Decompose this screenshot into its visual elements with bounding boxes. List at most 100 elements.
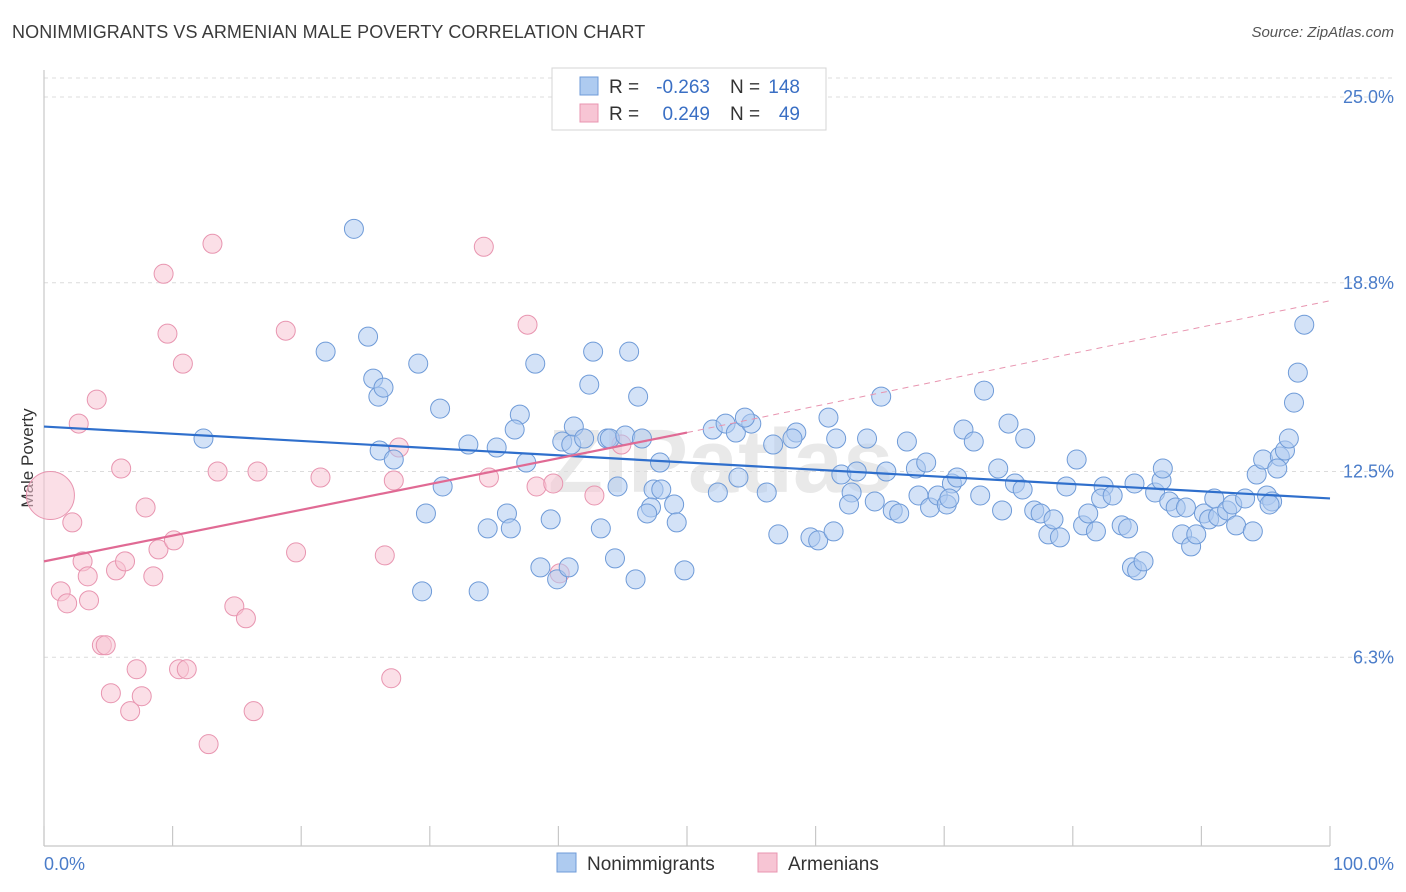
y-tick-label: 12.5%	[1343, 462, 1394, 482]
nonimmigrants-point	[415, 503, 436, 524]
nonimmigrants-point	[1102, 485, 1123, 506]
nonimmigrants-point	[637, 503, 658, 524]
nonimmigrants-point	[839, 494, 860, 515]
nonimmigrants-point	[373, 377, 394, 398]
nonimmigrants-point	[315, 341, 336, 362]
nonimmigrants-point	[674, 560, 695, 581]
nonimmigrants-point	[383, 449, 404, 470]
bottom-legend-swatch-armenians	[757, 852, 778, 873]
y-tick-label: 25.0%	[1343, 87, 1394, 107]
nonimmigrants-point	[666, 512, 687, 533]
nonimmigrants-point	[579, 374, 600, 395]
nonimmigrants-point	[1078, 503, 1099, 524]
nonimmigrants-point	[1043, 509, 1064, 530]
legend-n-label: N =	[730, 104, 760, 125]
nonimmigrants-point	[1066, 449, 1087, 470]
legend-swatch-armenians	[579, 103, 599, 123]
armenians-point	[526, 476, 547, 497]
legend-n-label: N =	[730, 77, 760, 98]
nonimmigrants-point	[916, 452, 937, 473]
armenians-point	[62, 512, 83, 533]
nonimmigrants-point	[408, 353, 429, 374]
nonimmigrants-point	[707, 482, 728, 503]
nonimmigrants-point	[756, 482, 777, 503]
armenians-point	[86, 389, 107, 410]
nonimmigrants-point	[1267, 458, 1288, 479]
nonimmigrants-point	[1204, 488, 1225, 509]
nonimmigrants-point	[477, 518, 498, 539]
correlation-legend: R = -0.263 N = 148 R = 0.249 N = 49	[551, 67, 827, 131]
armenians-points	[25, 233, 632, 755]
chart-title: NONIMMIGRANTS VS ARMENIAN MALE POVERTY C…	[12, 22, 646, 42]
nonimmigrants-point	[808, 530, 829, 551]
legend-r-value: -0.263	[656, 77, 710, 98]
armenians-point	[172, 353, 193, 374]
bottom-legend-swatch-nonimmigrants	[556, 852, 577, 873]
nonimmigrants-point	[939, 488, 960, 509]
armenians-point	[207, 461, 228, 482]
nonimmigrants-point	[504, 419, 525, 440]
nonimmigrants-point	[1186, 524, 1207, 545]
nonimmigrants-point	[896, 431, 917, 452]
nonimmigrants-point	[540, 509, 561, 530]
armenians-point	[77, 566, 98, 587]
nonimmigrants-point	[500, 518, 521, 539]
armenians-point	[584, 485, 605, 506]
nonimmigrants-point	[988, 458, 1009, 479]
armenians-point	[131, 686, 152, 707]
nonimmigrants-point	[664, 494, 685, 515]
nonimmigrants-point	[889, 503, 910, 524]
nonimmigrants-point	[619, 341, 640, 362]
nonimmigrants-point	[734, 407, 755, 428]
armenians-point	[25, 470, 75, 520]
armenians-point	[198, 734, 219, 755]
nonimmigrants-point	[486, 437, 507, 458]
nonimmigrants-point	[530, 557, 551, 578]
legend-r-label: R =	[609, 104, 639, 125]
armenians-point	[79, 590, 100, 611]
nonimmigrants-point	[763, 434, 784, 455]
legend-n-value: 49	[779, 104, 800, 125]
armenians-trend-line	[43, 431, 688, 563]
armenians-point	[68, 413, 89, 434]
nonimmigrants-point	[558, 557, 579, 578]
y-tick-labels: 6.3% 12.5% 18.8% 25.0%	[1343, 87, 1394, 667]
nonimmigrants-point	[615, 425, 636, 446]
nonimmigrants-point	[525, 353, 546, 374]
nonimmigrants-point	[583, 341, 604, 362]
nonimmigrants-point	[823, 521, 844, 542]
nonimmigrants-point	[725, 422, 746, 443]
nonimmigrants-point	[1118, 518, 1139, 539]
armenians-point	[286, 542, 307, 563]
nonimmigrants-point	[1242, 521, 1263, 542]
y-tick-label: 6.3%	[1353, 647, 1394, 667]
nonimmigrants-point	[193, 428, 214, 449]
nonimmigrants-point	[857, 428, 878, 449]
nonimmigrants-points	[193, 218, 1315, 602]
nonimmigrants-point	[826, 428, 847, 449]
y-tick-label: 18.8%	[1343, 273, 1394, 293]
nonimmigrants-trend-line	[43, 425, 1331, 500]
gridlines	[44, 77, 1392, 658]
nonimmigrants-point	[1294, 314, 1315, 335]
nonimmigrants-point	[974, 380, 995, 401]
armenians-point	[153, 263, 174, 284]
armenians-point	[95, 635, 116, 656]
nonimmigrants-point	[1278, 428, 1299, 449]
armenians-point	[126, 659, 147, 680]
x-ticks	[43, 826, 1331, 846]
nonimmigrants-point	[1085, 521, 1106, 542]
nonimmigrants-point	[1235, 488, 1256, 509]
legend-r-label: R =	[609, 77, 639, 98]
nonimmigrants-point	[782, 428, 803, 449]
trend-lines	[43, 300, 1331, 563]
nonimmigrants-point	[607, 476, 628, 497]
nonimmigrants-point	[412, 581, 433, 602]
armenians-point	[374, 545, 395, 566]
nonimmigrants-point	[963, 431, 984, 452]
nonimmigrants-point	[468, 581, 489, 602]
armenians-point	[202, 233, 223, 254]
nonimmigrants-point	[768, 524, 789, 545]
armenians-point	[120, 701, 141, 722]
